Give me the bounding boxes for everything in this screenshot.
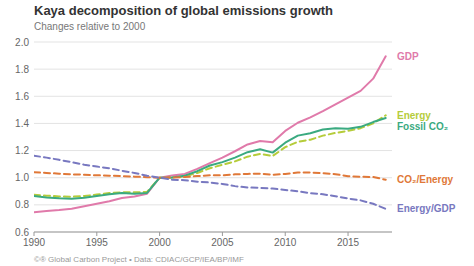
series-label: CO₂/Energy	[397, 174, 454, 185]
x-tick	[96, 232, 97, 236]
x-axis-line	[34, 232, 392, 233]
series-label: Fossil CO₂	[397, 121, 448, 132]
grid-line	[34, 69, 392, 70]
grid-line	[34, 42, 392, 43]
title: Kaya decomposition of global emissions g…	[34, 3, 333, 18]
series-label: Energy/GDP	[397, 203, 456, 214]
chart: Kaya decomposition of global emissions g…	[0, 0, 474, 266]
x-tick-label: 2010	[274, 237, 297, 248]
series-line	[34, 56, 386, 212]
y-tick-label: 0.8	[15, 199, 29, 210]
series-line	[34, 172, 386, 179]
series-label: Energy	[397, 110, 431, 121]
y-tick-label: 1.0	[15, 172, 29, 183]
y-tick-label: 1.4	[15, 118, 29, 129]
y-tick-label: 2.0	[15, 37, 29, 48]
y-tick-label: 0.6	[15, 227, 29, 238]
grid	[34, 42, 392, 232]
grid-line	[34, 96, 392, 97]
grid-line	[34, 177, 392, 178]
series-labels: GDP EnergyFossil CO₂ CO₂/Energy Energy/GDP	[397, 51, 456, 215]
series-line	[34, 118, 386, 199]
grid-line	[34, 232, 392, 233]
x-tick	[159, 232, 160, 236]
x-tick-label: 2015	[337, 237, 360, 248]
x-tick	[348, 232, 349, 236]
y-tick-label: 1.8	[15, 64, 29, 75]
x-tick	[34, 232, 35, 236]
footer-note: ©® Global Carbon Project • Data: CDIAC/G…	[34, 255, 244, 264]
series-label: GDP	[397, 51, 419, 62]
x-tick-label: 1990	[23, 237, 46, 248]
axes: 0.6 0.8 1.0 1.2 1.4 1.6 1.8 2.0 1990 1995 2000 2005…	[15, 37, 392, 249]
y-tick-label: 1.6	[15, 91, 29, 102]
y-tick-label: 1.2	[15, 145, 29, 156]
x-tick	[222, 232, 223, 236]
series-line	[34, 156, 386, 209]
x-tick	[285, 232, 286, 236]
x-tick-label: 2000	[148, 237, 171, 248]
grid-line	[34, 123, 392, 124]
x-tick-label: 2005	[211, 237, 234, 248]
series-lines	[34, 56, 386, 212]
chart-container: Kaya decomposition of global emissions g…	[0, 0, 474, 266]
x-tick-label: 1995	[86, 237, 109, 248]
subtitle: Changes relative to 2000	[34, 21, 146, 32]
grid-line	[34, 150, 392, 151]
